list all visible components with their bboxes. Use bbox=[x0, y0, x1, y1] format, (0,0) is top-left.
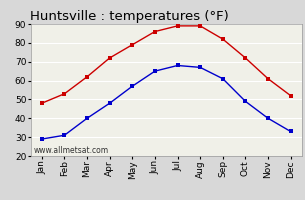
Text: www.allmetsat.com: www.allmetsat.com bbox=[33, 146, 108, 155]
Text: Huntsville : temperatures (°F): Huntsville : temperatures (°F) bbox=[30, 10, 229, 23]
